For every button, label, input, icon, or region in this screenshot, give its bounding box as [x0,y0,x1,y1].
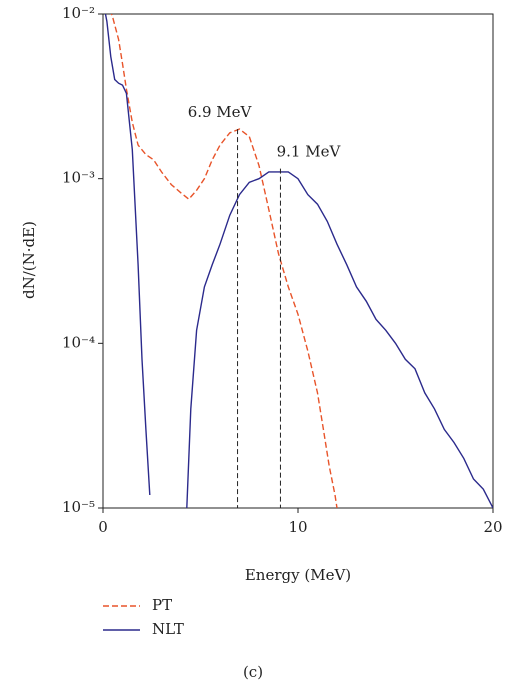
legend-label: PT [152,596,172,614]
x-axis-label: Energy (MeV) [245,566,351,584]
plot-frame [102,13,494,509]
x-tick-label: 10 [288,518,307,536]
y-tick-label: 10⁻⁵ [62,498,95,516]
caption: (c) [243,663,263,681]
legend-label: NLT [152,620,184,638]
y-tick-label: 10⁻³ [62,169,95,187]
plot-area [104,14,493,508]
annotation-label: 9.1 MeV [277,143,342,161]
y-tick-label: 10⁻⁴ [62,333,95,351]
y-axis-label: dN/(N·dE) [20,221,38,299]
annotation-label: 6.9 MeV [188,103,253,121]
y-tick-label: 10⁻² [62,4,95,22]
x-tick-label: 20 [483,518,502,536]
data-line [110,14,338,508]
data-line [104,14,493,508]
x-tick-label: 0 [98,518,108,536]
